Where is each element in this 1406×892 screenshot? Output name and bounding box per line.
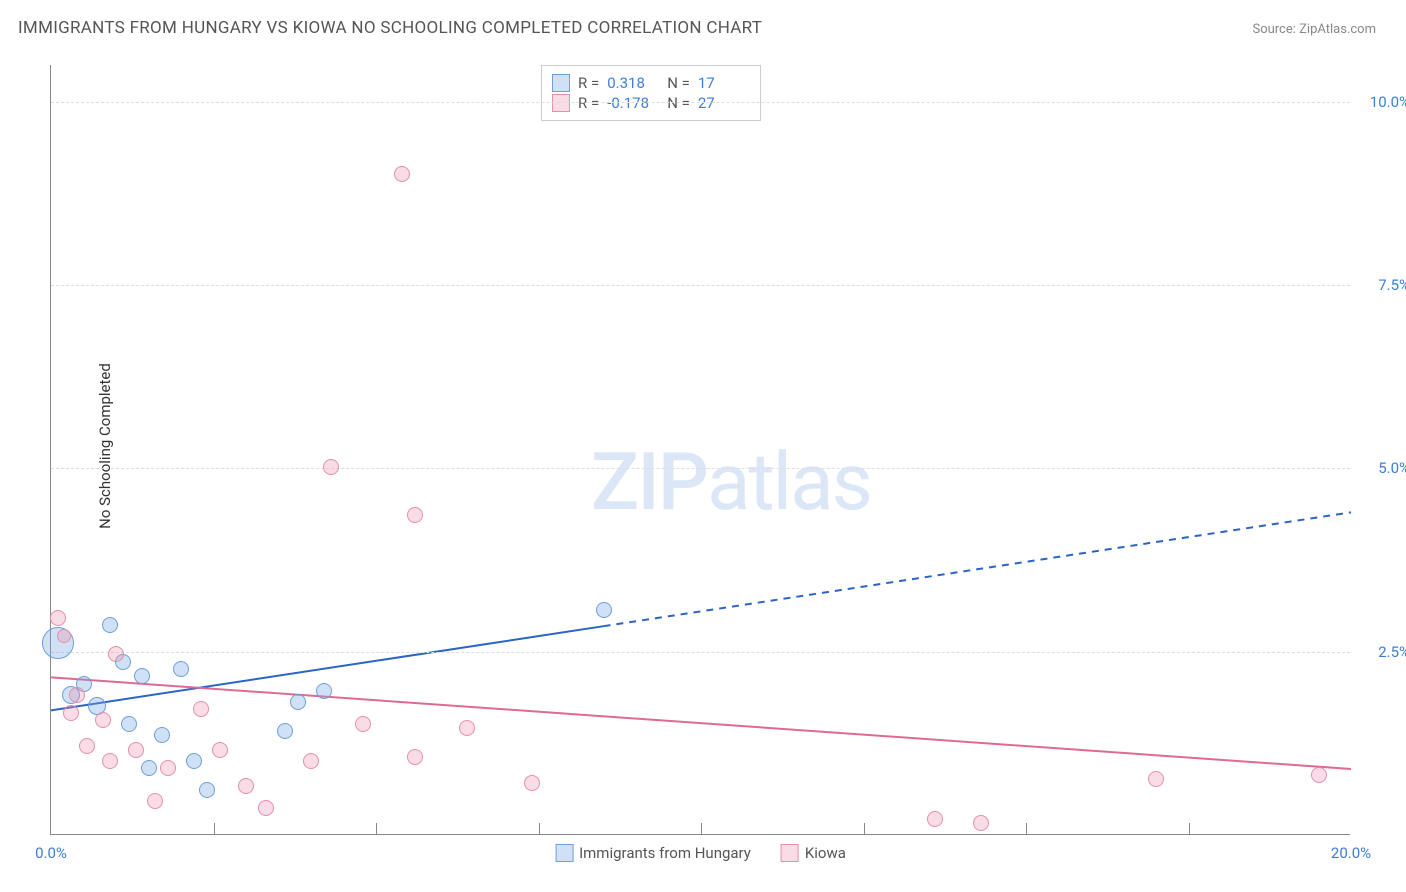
stats-row-hungary: R = 0.318 N = 17 <box>552 74 750 92</box>
data-point-hungary <box>277 723 293 739</box>
watermark: ZIPatlas <box>591 435 871 529</box>
trend-solid-kiowa <box>51 677 1351 769</box>
data-point-kiowa <box>459 720 475 736</box>
legend-item-kiowa: Kiowa <box>781 844 846 862</box>
ytick-label: 2.5% <box>1360 643 1406 661</box>
chart-container: IMMIGRANTS FROM HUNGARY VS KIOWA NO SCHO… <box>0 0 1406 892</box>
xtick-minor <box>376 823 377 835</box>
data-point-kiowa <box>69 687 85 703</box>
watermark-light: atlas <box>707 435 871 529</box>
bottom-legend: Immigrants from Hungary Kiowa <box>555 844 846 862</box>
data-point-hungary <box>141 760 157 776</box>
data-point-kiowa <box>238 778 254 794</box>
data-point-kiowa <box>323 459 339 475</box>
data-point-kiowa <box>128 742 144 758</box>
xtick-minor <box>701 823 702 835</box>
stat-r-kiowa: -0.178 <box>607 94 659 112</box>
data-point-kiowa <box>63 705 79 721</box>
data-point-kiowa <box>102 753 118 769</box>
xtick-minor <box>539 823 540 835</box>
legend-swatch-hungary <box>555 844 573 862</box>
swatch-hungary <box>552 74 570 92</box>
data-point-kiowa <box>193 701 209 717</box>
data-point-kiowa <box>303 753 319 769</box>
legend-swatch-kiowa <box>781 844 799 862</box>
ytick-label: 7.5% <box>1360 276 1406 294</box>
data-point-kiowa <box>407 749 423 765</box>
chart-title: IMMIGRANTS FROM HUNGARY VS KIOWA NO SCHO… <box>18 18 762 38</box>
data-point-kiowa <box>258 800 274 816</box>
stat-r-label: R = <box>578 94 599 112</box>
stat-r-label: R = <box>578 74 599 92</box>
xtick-minor <box>864 823 865 835</box>
data-point-kiowa <box>212 742 228 758</box>
ytick-label: 10.0% <box>1360 93 1406 111</box>
stats-row-kiowa: R = -0.178 N = 27 <box>552 94 750 112</box>
data-point-hungary <box>154 727 170 743</box>
data-point-hungary <box>199 782 215 798</box>
data-point-hungary <box>186 753 202 769</box>
legend-label-hungary: Immigrants from Hungary <box>579 844 751 862</box>
data-point-hungary <box>134 668 150 684</box>
xtick-minor <box>1189 823 1190 835</box>
xtick-minor <box>1026 823 1027 835</box>
gridline-h <box>51 285 1350 286</box>
data-point-hungary <box>102 617 118 633</box>
legend-label-kiowa: Kiowa <box>805 844 846 862</box>
xtick-minor <box>214 823 215 835</box>
data-point-kiowa <box>147 793 163 809</box>
data-point-hungary <box>173 661 189 677</box>
data-point-hungary <box>290 694 306 710</box>
gridline-h <box>51 652 1350 653</box>
stats-legend-box: R = 0.318 N = 17 R = -0.178 N = 27 <box>541 65 761 121</box>
data-point-kiowa <box>95 712 111 728</box>
xtick-label: 20.0% <box>1331 844 1371 862</box>
trend-dashed-hungary <box>604 512 1352 626</box>
data-point-hungary <box>596 602 612 618</box>
data-point-kiowa <box>50 610 66 626</box>
data-point-kiowa <box>355 716 371 732</box>
ytick-label: 5.0% <box>1360 459 1406 477</box>
data-point-kiowa <box>57 629 71 643</box>
xtick-label: 0.0% <box>35 844 67 862</box>
stat-n-label: N = <box>667 74 690 92</box>
gridline-h <box>51 102 1350 103</box>
stat-n-kiowa: 27 <box>698 94 750 112</box>
data-point-kiowa <box>160 760 176 776</box>
data-point-kiowa <box>1148 771 1164 787</box>
plot-area: ZIPatlas R = 0.318 N = 17 R = -0.178 N =… <box>50 65 1350 835</box>
swatch-kiowa <box>552 94 570 112</box>
stat-n-hungary: 17 <box>698 74 750 92</box>
data-point-kiowa <box>973 815 989 831</box>
legend-item-hungary: Immigrants from Hungary <box>555 844 751 862</box>
stat-r-hungary: 0.318 <box>607 74 659 92</box>
data-point-kiowa <box>927 811 943 827</box>
data-point-kiowa <box>407 507 423 523</box>
data-point-kiowa <box>79 738 95 754</box>
data-point-kiowa <box>394 166 410 182</box>
trend-lines-svg <box>51 65 1351 835</box>
data-point-hungary <box>121 716 137 732</box>
source-attribution: Source: ZipAtlas.com <box>1252 22 1376 37</box>
data-point-kiowa <box>524 775 540 791</box>
watermark-bold: ZIP <box>591 435 707 529</box>
data-point-kiowa <box>1311 767 1327 783</box>
gridline-h <box>51 468 1350 469</box>
data-point-hungary <box>316 683 332 699</box>
data-point-kiowa <box>108 646 124 662</box>
stat-n-label: N = <box>667 94 690 112</box>
